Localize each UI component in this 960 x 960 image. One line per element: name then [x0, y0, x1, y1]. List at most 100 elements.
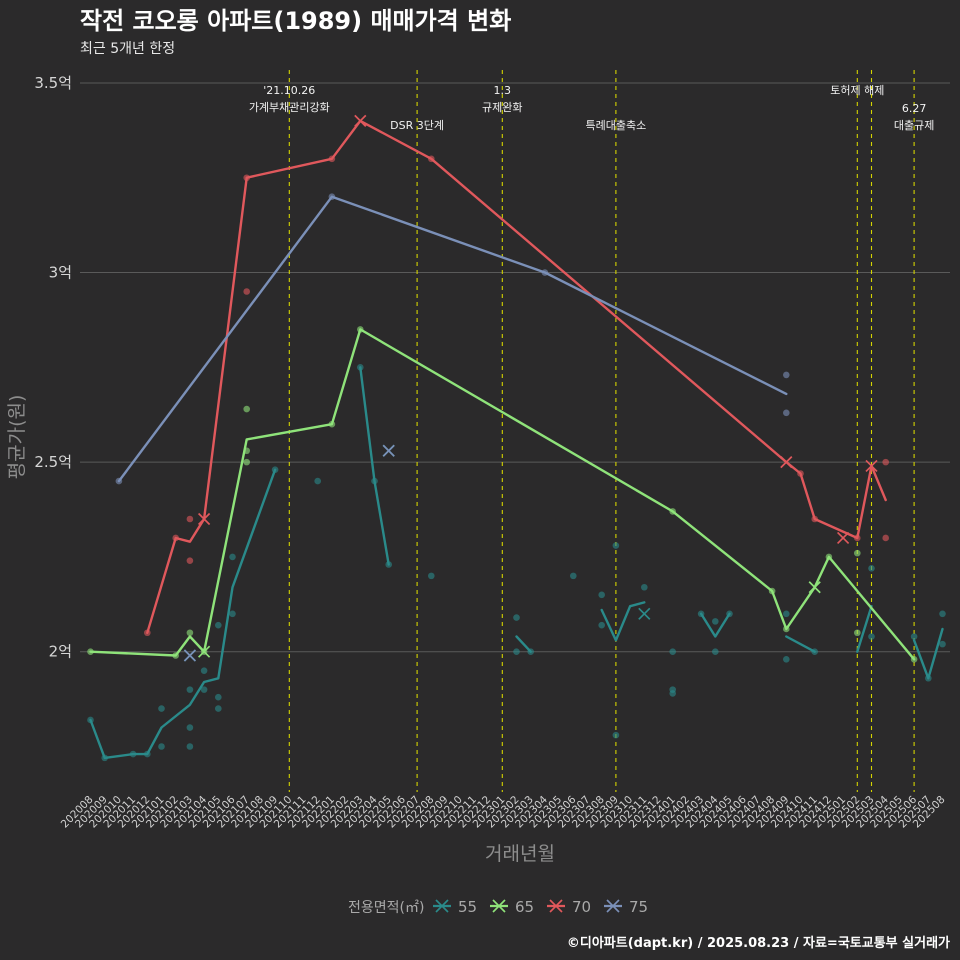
data-point-55	[669, 648, 676, 656]
data-point-55	[186, 686, 194, 693]
data-point-55	[513, 614, 520, 621]
data-point-55	[513, 648, 520, 656]
annotation-label: DSR 3단계	[390, 119, 444, 132]
y-tick-label: 3.5억	[34, 74, 72, 92]
cross-stroke	[382, 444, 395, 457]
caption: ©디아파트(dapt.kr) / 2025.08.23 / 자료=국토교통부 실…	[567, 935, 950, 951]
data-point-55	[783, 655, 790, 663]
legend-cross	[435, 899, 449, 913]
data-point-65	[186, 629, 194, 637]
data-point-55	[939, 640, 946, 648]
cross-marker-70	[865, 459, 878, 473]
cross-marker-65	[197, 645, 211, 658]
legend-key-65	[490, 899, 508, 913]
data-point-70	[186, 515, 194, 523]
data-point-55	[215, 705, 222, 712]
data-point-55	[200, 686, 208, 693]
grid	[80, 82, 950, 653]
annotation-label: '21.10.26	[263, 84, 315, 97]
x-axis-title: 거래년월	[485, 843, 555, 865]
series-line-70	[146, 119, 887, 634]
data-point-65	[243, 405, 250, 413]
series-line-55	[912, 627, 944, 680]
data-point-55	[598, 621, 605, 629]
series-line-75	[117, 195, 788, 483]
data-point-55	[229, 553, 236, 561]
data-point-55	[200, 667, 208, 674]
legend-cross	[492, 899, 506, 913]
legend-key-70	[547, 899, 565, 913]
legend-label: 70	[572, 898, 591, 916]
y-tick-label: 3억	[49, 264, 72, 282]
data-point-70	[882, 534, 889, 542]
cross-stroke	[183, 649, 197, 662]
cross-stroke	[865, 459, 878, 473]
cross-marker-55	[638, 607, 651, 620]
data-point-55	[783, 610, 790, 618]
data-point-55	[939, 610, 946, 618]
data-point-55	[612, 731, 620, 739]
series-layer	[87, 114, 946, 762]
legend-label: 65	[515, 898, 534, 916]
data-point-55	[186, 743, 194, 750]
cross-marker-70	[780, 456, 793, 469]
data-point-55	[215, 621, 222, 629]
data-point-55	[570, 572, 577, 580]
cross-marker-75	[382, 444, 395, 457]
legend-label: 75	[629, 898, 648, 916]
series-line-55	[515, 635, 532, 653]
annotation-label: 특례대출축소	[586, 119, 647, 132]
data-point-55	[910, 633, 918, 640]
y-tick-label: 2억	[49, 643, 72, 661]
data-point-55	[868, 633, 875, 640]
annotation-label: 규제완화	[482, 101, 522, 114]
cross-marker-70	[197, 512, 211, 526]
data-point-55	[229, 610, 236, 618]
data-point-75	[783, 371, 790, 379]
series-line-55	[600, 601, 646, 642]
legend-label: 55	[458, 898, 477, 916]
annotation-label: 대출규제	[894, 119, 934, 132]
cross-marker-70	[836, 531, 850, 545]
y-axis-ticks: 2억 2.5억 3억 3.5억	[34, 74, 72, 661]
legend-key-75	[604, 899, 622, 913]
series-line-55	[359, 366, 390, 566]
data-point-70	[243, 288, 250, 295]
data-point-55	[186, 724, 194, 731]
chart-subtitle: 최근 5개년 한정	[80, 41, 175, 57]
data-point-65	[854, 549, 861, 557]
data-point-55	[712, 648, 719, 656]
data-point-65	[243, 458, 250, 466]
cross-marker-65	[808, 581, 821, 594]
y-tick-label: 2.5억	[34, 453, 72, 471]
cross-stroke	[780, 456, 793, 469]
data-point-55	[712, 618, 719, 625]
legend-key-55	[433, 899, 451, 913]
cross-stroke	[638, 607, 651, 620]
annotation-label: 6.27	[902, 102, 927, 115]
data-point-70	[186, 557, 194, 565]
cross-stroke	[836, 531, 850, 545]
legend-cross	[549, 899, 563, 913]
series-line-55	[89, 468, 277, 760]
data-point-55	[598, 591, 605, 599]
annotation-label: 토허제 해제	[830, 83, 884, 97]
chart-title: 작전 코오롱 아파트(1989) 매매가격 변화	[80, 7, 511, 35]
data-point-55	[641, 583, 648, 591]
data-point-55	[314, 477, 322, 485]
cross-stroke	[808, 581, 821, 594]
legend-cross	[606, 899, 620, 913]
series-line-55	[785, 635, 816, 653]
data-point-55	[428, 572, 435, 580]
series-line-55	[856, 605, 873, 653]
x-axis-ticks: 2020082020092020102020112020122021012021…	[59, 793, 948, 830]
cross-marker-70	[354, 114, 367, 127]
data-point-55	[669, 690, 676, 697]
legend-title: 전용면적(㎡)	[348, 900, 424, 916]
data-point-55	[215, 693, 222, 701]
data-point-55	[158, 705, 165, 712]
data-point-55	[158, 743, 165, 750]
policy-lines	[288, 70, 915, 792]
cross-stroke	[197, 645, 211, 658]
